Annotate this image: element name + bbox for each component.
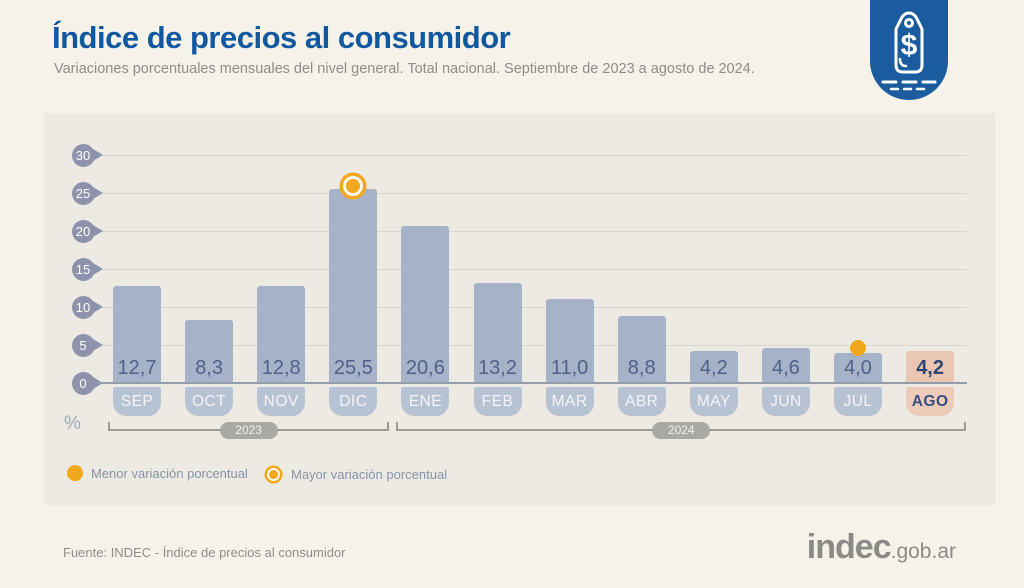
chart-panel: % Menor variación porcentual Mayor varia… — [44, 113, 995, 505]
bar-feb — [473, 282, 522, 383]
year-bracket-tick — [387, 422, 390, 430]
bar-abr — [617, 316, 666, 383]
bar-may — [689, 351, 738, 383]
value-label-nov: 12,8 — [261, 357, 301, 379]
value-label-ago: 4,2 — [916, 357, 944, 379]
y-tick-5: 5 — [71, 333, 103, 357]
legend-label-max: Mayor variación porcentual — [291, 467, 448, 482]
month-label-mar: MAR — [545, 387, 594, 416]
bar-jun — [761, 348, 810, 383]
value-label-abr: 8,8 — [627, 357, 656, 379]
y-tick-tail — [92, 187, 103, 199]
indec-logo: indec .gob.ar — [807, 528, 956, 567]
y-tick-15: 15 — [71, 257, 103, 281]
price-tag-icon: $ — [870, 11, 948, 104]
ringed-dot-icon — [267, 468, 280, 481]
y-tick-tail — [92, 339, 103, 351]
y-tick-tail — [92, 225, 103, 237]
max-variation-marker — [343, 176, 364, 197]
month-label-jun: JUN — [761, 387, 810, 416]
year-label-2024: 2024 — [652, 421, 711, 439]
month-label-ago: AGO — [906, 387, 955, 416]
indec-logo-main: indec — [806, 528, 892, 566]
y-tick-tail — [92, 301, 103, 313]
month-label-nov: NOV — [257, 387, 306, 416]
year-bracket-tick — [108, 422, 110, 430]
zero-baseline — [95, 382, 967, 384]
legend-item-min: Menor variación porcentual — [67, 465, 248, 481]
month-label-may: MAY — [689, 387, 738, 416]
value-label-dic: 25,5 — [333, 357, 373, 379]
month-label-jul: JUL — [834, 387, 882, 416]
bar-sep — [113, 286, 161, 383]
bar-jul — [834, 352, 882, 383]
y-tick-tail — [92, 263, 103, 275]
value-label-jun: 4,6 — [771, 357, 800, 379]
value-label-oct: 8,3 — [195, 357, 223, 379]
value-label-feb: 13,2 — [478, 357, 517, 379]
y-tick-30: 30 — [71, 143, 103, 167]
value-label-jul: 4,0 — [844, 357, 872, 379]
source-note: Fuente: INDEC - Índice de precios al con… — [63, 545, 346, 560]
value-label-may: 4,2 — [699, 357, 728, 379]
month-label-dic: DIC — [329, 387, 378, 416]
gridline-20 — [95, 230, 967, 232]
month-label-ene: ENE — [401, 387, 450, 416]
gridline-5 — [95, 344, 967, 346]
y-tick-20: 20 — [71, 219, 103, 243]
y-tick-0: 0 — [71, 371, 103, 395]
month-label-feb: FEB — [473, 387, 522, 416]
value-label-ene: 20,6 — [405, 357, 445, 379]
svg-text:$: $ — [901, 29, 918, 62]
value-label-sep: 12,7 — [117, 357, 157, 379]
y-tick-10: 10 — [71, 295, 103, 319]
indec-logo-suffix: .gob.ar — [890, 540, 956, 563]
bar-nov — [257, 285, 306, 383]
gridline-30 — [95, 154, 967, 156]
page-title: Índice de precios al consumidor — [52, 20, 511, 55]
y-tick-tail — [92, 149, 103, 161]
month-label-sep: SEP — [113, 387, 161, 416]
solid-dot-icon — [67, 465, 83, 481]
gridline-25 — [95, 192, 967, 194]
y-tick-25: 25 — [71, 181, 103, 205]
bar-dic — [329, 189, 378, 383]
year-bracket-tick — [964, 422, 967, 430]
gridline-10 — [95, 306, 967, 308]
bar-mar — [545, 299, 594, 383]
gridline-15 — [95, 268, 967, 270]
month-label-abr: ABR — [617, 387, 666, 416]
y-axis-unit-label: % — [64, 413, 81, 434]
min-variation-marker — [850, 339, 866, 356]
bar-oct — [185, 319, 234, 383]
bar-ene — [401, 226, 450, 383]
month-label-oct: OCT — [185, 387, 234, 416]
year-bracket-tick — [396, 422, 399, 430]
legend-label-min: Menor variación porcentual — [91, 465, 248, 481]
bar-ago — [906, 351, 955, 383]
value-label-mar: 11,0 — [550, 357, 589, 379]
year-label-2023: 2023 — [219, 421, 278, 439]
legend-item-max: Mayor variación porcentual — [264, 465, 447, 484]
indec-ribbon-badge: $ — [870, 0, 948, 100]
page-subtitle: Variaciones porcentuales mensuales del n… — [54, 61, 755, 77]
